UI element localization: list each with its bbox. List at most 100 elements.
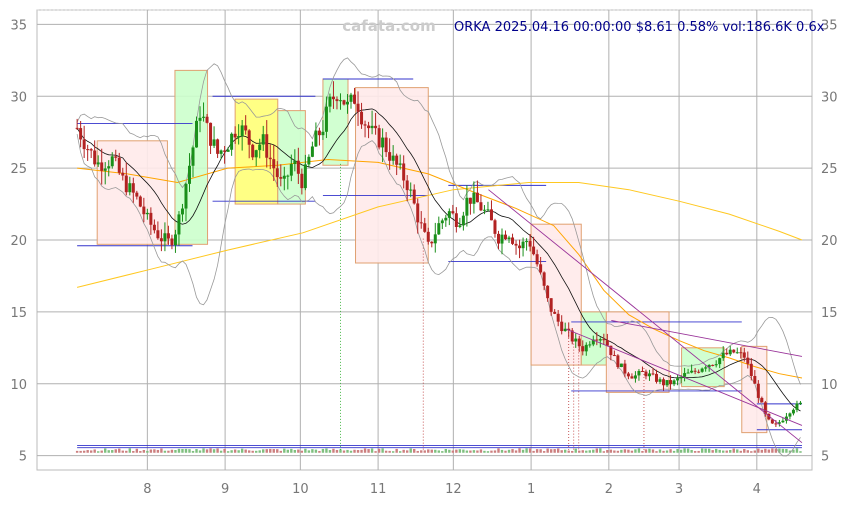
candle-body — [138, 196, 142, 207]
volume-bar — [746, 450, 749, 453]
candle-body — [244, 125, 248, 131]
volume-bar — [384, 450, 388, 453]
volume-bar — [125, 450, 128, 453]
candle-body — [791, 409, 795, 414]
candle-body — [574, 338, 578, 342]
candle-body — [124, 175, 128, 193]
candle-body — [209, 122, 213, 146]
volume-bar — [556, 448, 560, 453]
candle-body — [268, 157, 272, 160]
volume-bar — [792, 449, 795, 453]
candle-body — [240, 125, 244, 137]
sma-long-line — [76, 182, 803, 288]
volume-bar — [700, 448, 704, 453]
candle-body — [553, 311, 557, 314]
candle-body — [475, 192, 479, 203]
candle-body — [732, 349, 736, 353]
volume-bar — [142, 449, 146, 453]
x-tick-label: 2 — [605, 482, 613, 497]
candle-body — [289, 164, 293, 176]
volume-bar — [318, 450, 321, 453]
candle-body — [612, 355, 616, 357]
volume-bar — [637, 448, 641, 453]
volume-bar — [785, 448, 788, 453]
volume-bar — [599, 448, 602, 453]
candle-body — [303, 164, 307, 189]
candle-body — [377, 128, 381, 148]
volume-bar — [662, 450, 665, 453]
candle-body — [493, 220, 497, 234]
candle-body — [261, 134, 265, 145]
candle-body — [518, 245, 522, 249]
header-volume: vol:186.6K — [723, 20, 793, 35]
candle-body — [742, 352, 746, 358]
volume-bar — [346, 449, 349, 453]
volume-bar — [623, 449, 627, 453]
volume-bar — [356, 450, 360, 453]
volume-bar — [564, 449, 567, 453]
candle-body — [640, 370, 644, 372]
x-tick-label: 4 — [753, 482, 761, 497]
volume-bar — [311, 449, 314, 453]
candle-body — [598, 339, 602, 341]
volume-bar — [377, 448, 381, 453]
header-change: 0.58% — [677, 20, 718, 35]
candle-body — [82, 139, 86, 150]
volume-bar — [286, 449, 290, 453]
candle-body — [356, 103, 360, 112]
candle-body — [251, 144, 255, 158]
candle-body — [166, 233, 170, 239]
volume-bar — [472, 450, 476, 453]
volume-bar — [532, 450, 535, 453]
volume-bar — [118, 448, 121, 453]
volume-bar — [497, 448, 500, 453]
volume-bar — [79, 450, 82, 453]
volume-bar — [630, 450, 634, 453]
candle-body — [184, 183, 188, 209]
candle-body — [468, 197, 472, 204]
candle-body — [402, 163, 406, 181]
candle-body — [616, 355, 620, 368]
candle-body — [230, 133, 234, 150]
volume-bar — [669, 449, 672, 453]
candle-body — [630, 376, 634, 379]
candle-body — [676, 378, 680, 381]
volume-bar — [764, 448, 767, 453]
volume-bar — [223, 448, 226, 453]
candle-body — [272, 159, 276, 169]
candle-body — [577, 338, 581, 347]
volume-bar — [272, 449, 275, 453]
candle-body — [370, 125, 374, 129]
volume-bar — [114, 449, 117, 453]
candle-body — [781, 420, 785, 423]
candle-body — [86, 149, 90, 151]
volume-bar — [616, 450, 620, 453]
candle-body — [258, 144, 262, 151]
volume-bar — [93, 449, 96, 453]
candle-body — [205, 116, 209, 123]
volume-bar — [332, 448, 335, 453]
volume-bar — [451, 450, 455, 453]
volume-bar — [743, 448, 746, 453]
y-tick-label-left: 35 — [10, 18, 27, 33]
candle-body — [542, 272, 546, 286]
volume-bar — [448, 449, 451, 453]
candle-body — [770, 419, 774, 424]
volume-bar — [398, 451, 402, 453]
volume-bar — [434, 449, 437, 453]
volume-bar — [139, 451, 142, 453]
candle-body — [219, 150, 223, 154]
candle-body — [198, 117, 202, 121]
volume-bar — [795, 448, 799, 453]
x-tick-label: 9 — [221, 482, 229, 497]
volume-bar — [304, 448, 307, 453]
candle-body — [353, 94, 357, 104]
candle-body — [121, 172, 125, 176]
x-tick-label: 12 — [445, 482, 462, 497]
candle-body — [563, 328, 567, 332]
volume-bar — [283, 448, 286, 453]
candle-body — [725, 352, 729, 355]
volume-bar — [293, 449, 297, 453]
candle-body — [728, 349, 732, 355]
volume-bar — [525, 448, 528, 453]
